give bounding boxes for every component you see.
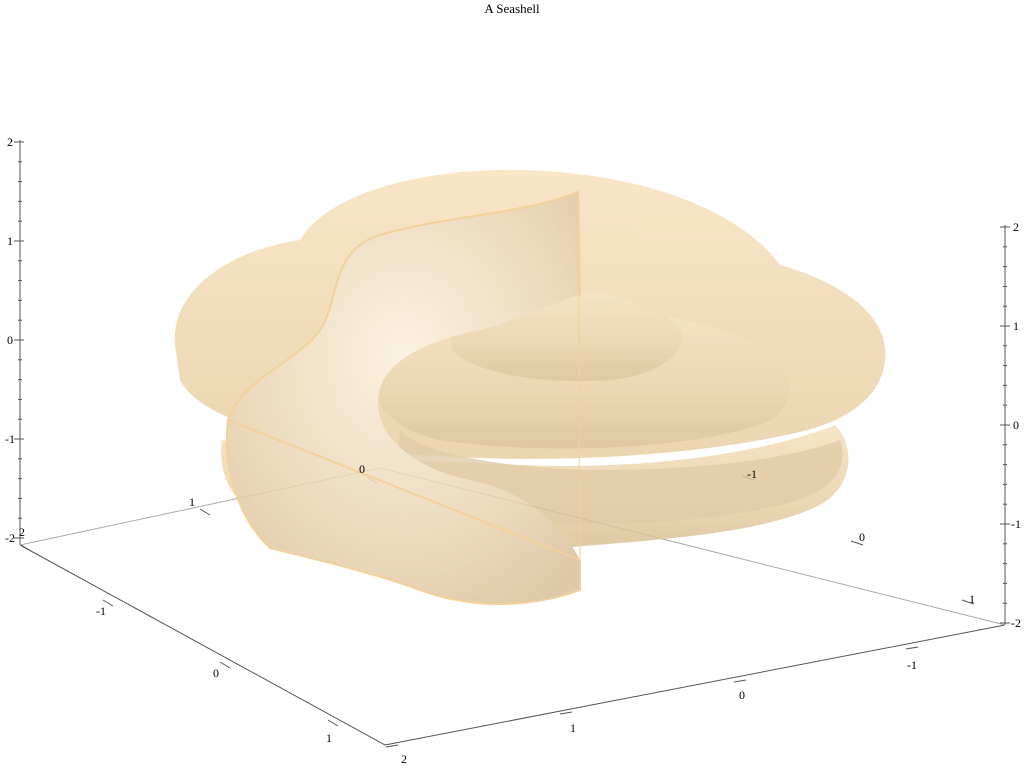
y-back-tick-label: 0 bbox=[859, 530, 865, 544]
cut-edge-vertical bbox=[577, 191, 581, 591]
shell-interior bbox=[226, 192, 580, 604]
x-back-tick-label: 1 bbox=[189, 495, 195, 509]
z-right-tick-label: -2 bbox=[1011, 616, 1021, 630]
y-tick-label: 0 bbox=[739, 688, 745, 702]
z-right-tick-label: 1 bbox=[1013, 319, 1019, 333]
x-tick-label: -1 bbox=[96, 604, 106, 618]
x-tick bbox=[219, 661, 231, 669]
z-right-tick-label: -1 bbox=[1011, 517, 1021, 531]
z-left-tick-label: 2 bbox=[7, 135, 13, 149]
y-tick-label: 1 bbox=[570, 721, 576, 735]
y-back-tick-label: 1 bbox=[969, 592, 975, 606]
y-back-tick-label: -1 bbox=[747, 467, 757, 481]
z-left-tick-label: -1 bbox=[5, 432, 15, 446]
y-axis-front bbox=[384, 624, 1006, 746]
x-back-tick bbox=[199, 508, 211, 516]
x-axis-front bbox=[19, 544, 386, 746]
z-right-tick-label: 2 bbox=[1013, 220, 1019, 234]
y-back-tick bbox=[961, 599, 975, 605]
x-tick bbox=[327, 719, 339, 727]
tick-labels: 2 1 0 -1 -2 2 1 0 -1 -2 2 -1 0 1 2 1 0 -1 1 0 -1 0 1 bbox=[5, 135, 1021, 766]
z-left-tick-label: 0 bbox=[7, 333, 13, 347]
y-tick bbox=[385, 744, 399, 748]
y-tick bbox=[733, 679, 747, 683]
y-tick bbox=[905, 646, 919, 650]
y-tick-label: -1 bbox=[907, 658, 917, 672]
z-left-tick-label: -2 bbox=[5, 531, 15, 545]
seashell-surface bbox=[174, 169, 886, 605]
x-tick-label: 2 bbox=[19, 525, 25, 539]
chart-title: A Seashell bbox=[484, 1, 540, 16]
x-tick-label: 0 bbox=[213, 666, 219, 680]
y-back-tick bbox=[850, 540, 864, 546]
x-back-tick-label: 0 bbox=[359, 462, 365, 476]
z-left-tick-label: 1 bbox=[7, 234, 13, 248]
x-tick-label: 1 bbox=[326, 731, 332, 745]
z-right-tick-label: 0 bbox=[1013, 418, 1019, 432]
y-tick bbox=[559, 711, 573, 715]
y-tick-label: 2 bbox=[401, 752, 407, 766]
cut-edge bbox=[225, 190, 581, 605]
x-tick bbox=[20, 544, 32, 552]
x-tick bbox=[102, 599, 114, 607]
